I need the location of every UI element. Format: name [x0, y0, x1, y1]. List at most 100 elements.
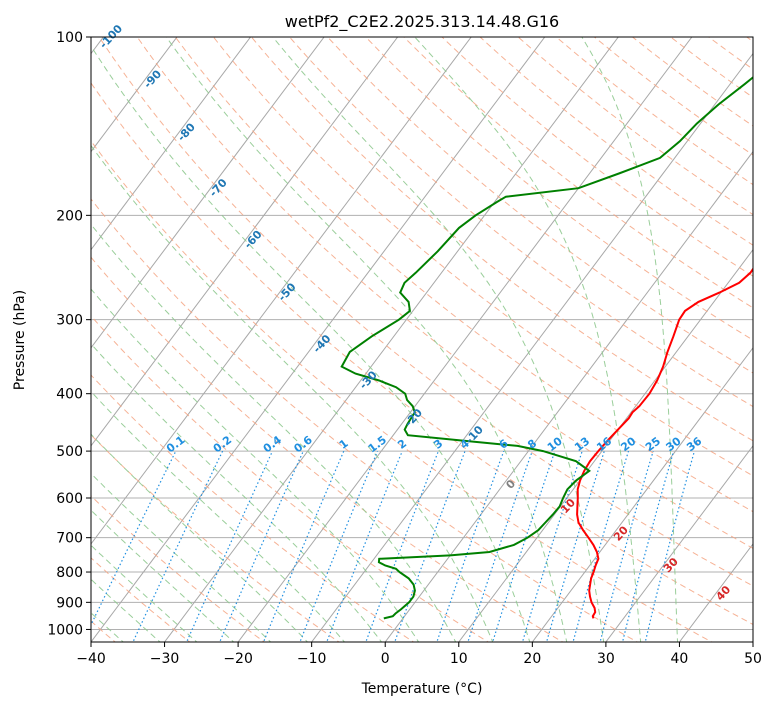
isotherm-line [678, 543, 753, 642]
series-dewpoint-line [340, 76, 753, 620]
dry-adiabat [631, 37, 753, 127]
dry-adiabat [91, 82, 753, 626]
moist-adiabat [91, 544, 198, 642]
mixing-ratio-line [492, 450, 556, 642]
y-tick-label: 700 [56, 531, 83, 547]
y-tick-label: 300 [56, 313, 83, 329]
x-tick-label: 30 [597, 651, 615, 667]
isotherm-line [752, 641, 753, 642]
isotherm-line [91, 37, 178, 153]
x-tick-label: −10 [297, 651, 327, 667]
mixing-ratio-line [262, 450, 345, 642]
isotherm-label: -40 [310, 332, 333, 356]
dry-adiabat [441, 37, 753, 277]
isotherm-label: 40 [713, 583, 733, 603]
dry-adiabat [212, 37, 753, 477]
y-tick-label: 600 [56, 491, 83, 507]
background-grid [91, 24, 775, 645]
mixing-ratio-line [621, 450, 675, 642]
dry-adiabat [555, 37, 753, 186]
dry-adiabat [136, 37, 753, 549]
isotherm-label: -80 [175, 120, 198, 144]
isotherm-label: -50 [276, 280, 299, 304]
isotherm-label: -60 [242, 228, 265, 252]
mixing-ratio-line [326, 450, 403, 642]
isotherm-line [458, 248, 753, 642]
dry-adiabat [174, 37, 753, 513]
moist-adiabat [91, 578, 161, 642]
mixing-ratio-label: 1 [337, 437, 351, 452]
mixing-ratio-label: 1.5 [366, 433, 389, 455]
y-tick-label: 900 [56, 595, 83, 611]
dry-adiabat [91, 557, 191, 642]
moist-adiabat [165, 37, 568, 642]
moist-adiabat [272, 37, 605, 642]
mixing-ratio-label: 0.4 [261, 433, 285, 455]
x-tick-label: 40 [671, 651, 689, 667]
y-tick-label: 800 [56, 565, 83, 581]
isotherm-line [531, 346, 753, 642]
moist-adiabat [91, 343, 383, 642]
dry-adiabat [669, 37, 753, 99]
x-axis: −40 −30 −20 −10 0 10 20 30 40 50 [76, 642, 762, 667]
sounding-series [340, 76, 753, 620]
moist-adiabat [581, 37, 679, 642]
x-tick-label: −30 [150, 651, 180, 667]
dry-adiabat [250, 37, 753, 442]
y-tick-label: 500 [56, 444, 83, 460]
dry-adiabat [98, 37, 753, 587]
dry-adiabat [517, 37, 753, 216]
isotherm-line [384, 150, 753, 642]
mixing-ratio-line [185, 450, 274, 642]
x-tick-label: 0 [381, 651, 390, 667]
x-tick-label: 50 [744, 651, 762, 667]
mixing-ratio-label: 0.6 [291, 433, 315, 455]
x-tick-label: −20 [223, 651, 253, 667]
dry-adiabat [91, 434, 340, 642]
isotherm-label: -70 [207, 176, 230, 200]
y-axis: 100 200 300 400 500 600 700 800 900 1000 [47, 30, 91, 638]
dry-adiabat [288, 37, 753, 408]
isotherm-line [91, 37, 399, 447]
series-temperature-line [576, 267, 753, 619]
dry-adiabat [479, 37, 753, 246]
mixing-ratio-line [545, 450, 605, 642]
x-axis-label: Temperature (°C) [361, 681, 483, 697]
y-tick-label: 1000 [47, 622, 83, 638]
mixing-ratio-line [132, 450, 224, 642]
y-tick-label: 400 [56, 387, 83, 403]
isotherm-label: 20 [611, 523, 631, 543]
mixing-ratio-line [219, 450, 304, 642]
isotherm-label: 0 [503, 477, 518, 492]
mixing-ratio-line [299, 450, 379, 642]
mixing-ratio-line [572, 450, 630, 642]
isotherm-line [311, 52, 753, 642]
dry-adiabat [91, 315, 489, 642]
moist-adiabat [91, 223, 457, 642]
moist-adiabat [91, 288, 420, 642]
dry-adiabat [593, 37, 753, 156]
moist-adiabat [91, 390, 346, 642]
y-axis-label: Pressure (hPa) [12, 290, 28, 390]
dry-adiabat [91, 256, 564, 642]
moist-adiabat [91, 144, 494, 642]
isotherm-line [605, 445, 753, 642]
isotherm-line [91, 37, 546, 642]
dry-adiabat [365, 37, 753, 341]
dry-adiabat [91, 140, 713, 642]
isotherm-line [91, 37, 325, 349]
x-tick-label: 10 [450, 651, 468, 667]
dry-adiabat [766, 24, 775, 645]
dry-adiabat [326, 37, 753, 374]
x-tick-label: 20 [523, 651, 541, 667]
moist-adiabat [91, 509, 235, 642]
x-tick-label: −40 [76, 651, 106, 667]
isotherm-line [91, 37, 472, 545]
moist-adiabat [414, 37, 642, 642]
mixing-ratio-line [365, 450, 439, 642]
mixing-ratio-line [599, 450, 654, 642]
y-tick-label: 200 [56, 208, 83, 224]
moist-adiabat [91, 433, 309, 642]
mixing-ratio-label: 0.2 [211, 433, 234, 455]
isotherm-label: -90 [141, 67, 164, 91]
